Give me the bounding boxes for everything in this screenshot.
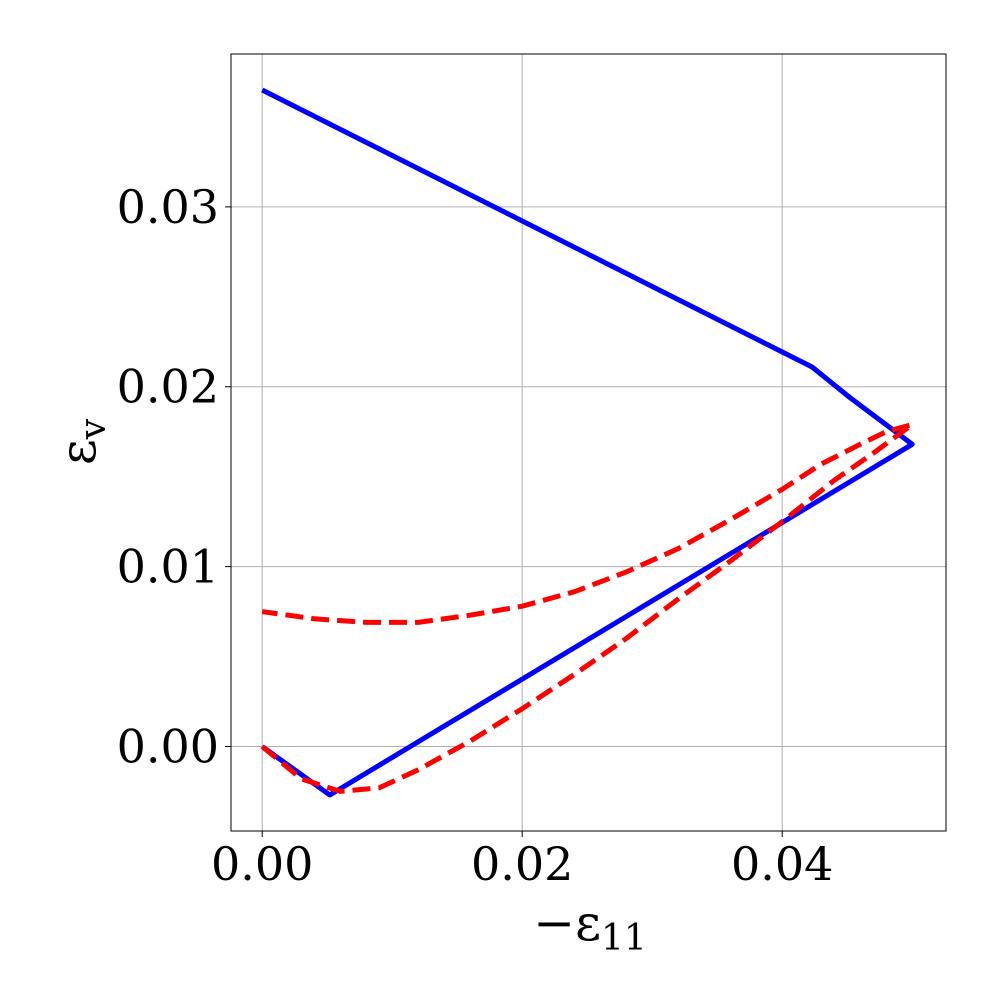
y-axis-label: εv — [49, 418, 114, 465]
y-tick-labels: 0.00 0.01 0.02 0.03 — [117, 180, 231, 773]
y-tick-label: 0.00 — [117, 719, 219, 773]
y-tick-label: 0.03 — [117, 180, 219, 234]
y-tick-label: 0.01 — [117, 540, 219, 594]
dashed-series-line — [260, 422, 915, 794]
plot-frame — [230, 53, 947, 832]
x-tick-labels: 0.00 0.02 0.04 — [211, 831, 833, 891]
x-axis-label: −ε11 — [533, 894, 647, 959]
series-group — [260, 87, 915, 798]
y-tick-label: 0.02 — [117, 360, 219, 414]
x-tick-label: 0.02 — [471, 837, 573, 891]
x-tick-label: 0.00 — [211, 837, 313, 891]
x-tick-label: 0.04 — [731, 837, 833, 891]
grid — [231, 54, 946, 831]
